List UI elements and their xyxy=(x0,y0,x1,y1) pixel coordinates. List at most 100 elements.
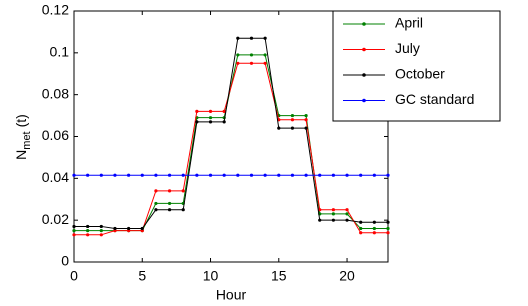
data-point xyxy=(99,229,103,233)
data-point xyxy=(208,116,213,120)
data-point xyxy=(263,61,267,65)
data-point xyxy=(359,226,363,231)
data-point xyxy=(167,201,172,206)
data-point xyxy=(263,53,267,57)
series-line xyxy=(74,62,388,236)
data-point xyxy=(359,173,363,177)
data-point xyxy=(208,173,213,177)
data-point xyxy=(208,120,213,124)
legend-marker xyxy=(362,47,366,52)
data-point xyxy=(372,173,376,177)
legend-marker xyxy=(362,22,366,26)
y-tick-label: 0.08 xyxy=(42,85,69,101)
data-point xyxy=(222,120,226,124)
series-line xyxy=(74,37,388,230)
data-point xyxy=(236,53,240,57)
data-point xyxy=(86,233,90,237)
data-point xyxy=(167,189,172,193)
data-point xyxy=(249,53,254,57)
legend-label: October xyxy=(395,66,445,82)
data-point xyxy=(113,226,117,231)
data-point xyxy=(195,173,199,177)
data-point xyxy=(181,173,185,177)
data-point xyxy=(277,173,281,177)
y-tick-label: 0.1 xyxy=(50,44,70,60)
data-point xyxy=(167,173,172,177)
data-point xyxy=(113,173,117,177)
data-point xyxy=(181,208,185,212)
data-point xyxy=(154,173,158,177)
x-tick-label: 15 xyxy=(271,268,287,284)
data-point xyxy=(345,208,349,212)
data-point xyxy=(127,226,131,231)
data-point xyxy=(318,208,322,212)
data-point xyxy=(345,173,349,177)
data-point xyxy=(386,226,390,231)
x-tick-label: 10 xyxy=(203,268,219,284)
y-tick-label: 0 xyxy=(61,253,69,269)
legend-label: April xyxy=(395,15,423,31)
data-point xyxy=(99,173,103,177)
y-label-main: N xyxy=(13,150,29,160)
data-point xyxy=(290,126,295,130)
data-point xyxy=(154,208,158,212)
legend-box xyxy=(332,10,501,122)
data-point xyxy=(386,173,390,177)
data-point xyxy=(86,173,90,177)
data-point xyxy=(222,109,226,113)
data-point xyxy=(304,126,308,130)
data-point xyxy=(290,173,295,177)
data-point xyxy=(99,224,103,229)
data-point xyxy=(236,61,240,65)
data-point xyxy=(181,189,185,193)
data-point xyxy=(359,220,363,224)
data-point xyxy=(290,113,295,118)
data-point xyxy=(263,173,267,177)
data-point xyxy=(167,208,172,212)
legend-label: GC standard xyxy=(395,91,474,107)
data-point xyxy=(86,224,90,229)
data-point xyxy=(154,189,158,193)
data-point xyxy=(372,231,376,235)
data-point xyxy=(372,220,376,224)
data-point xyxy=(249,61,254,65)
legend-marker xyxy=(362,98,366,103)
data-point xyxy=(331,212,335,216)
data-point xyxy=(72,224,76,229)
x-tick-label: 5 xyxy=(138,268,146,284)
x-axis-label: Hour xyxy=(216,287,247,303)
data-point xyxy=(154,201,158,206)
data-point xyxy=(359,231,363,235)
data-point xyxy=(304,118,308,122)
data-point xyxy=(72,173,76,177)
y-tick-label: 0.12 xyxy=(42,2,69,18)
y-label-suffix: (t) xyxy=(13,114,29,127)
data-point xyxy=(86,229,90,233)
data-point xyxy=(263,36,267,40)
data-point xyxy=(290,118,295,122)
data-point xyxy=(208,109,213,113)
data-point xyxy=(72,229,76,233)
y-label-sub: met xyxy=(21,131,33,149)
y-axis-label: Nmet (t) xyxy=(13,114,33,160)
data-point xyxy=(236,36,240,40)
data-point xyxy=(195,120,199,124)
legend-label: July xyxy=(395,40,420,56)
y-tick-label: 0.06 xyxy=(42,127,69,143)
data-point xyxy=(386,220,390,224)
data-point xyxy=(249,36,254,40)
data-point xyxy=(72,233,76,237)
data-point xyxy=(249,173,254,177)
data-point xyxy=(318,173,322,177)
data-point xyxy=(331,173,335,177)
data-point xyxy=(140,226,144,231)
data-point xyxy=(304,113,308,118)
y-tick-label: 0.04 xyxy=(42,169,69,185)
data-point xyxy=(222,173,226,177)
x-tick-label: 20 xyxy=(339,268,355,284)
data-point xyxy=(372,226,376,231)
data-point xyxy=(236,173,240,177)
data-point xyxy=(304,173,308,177)
